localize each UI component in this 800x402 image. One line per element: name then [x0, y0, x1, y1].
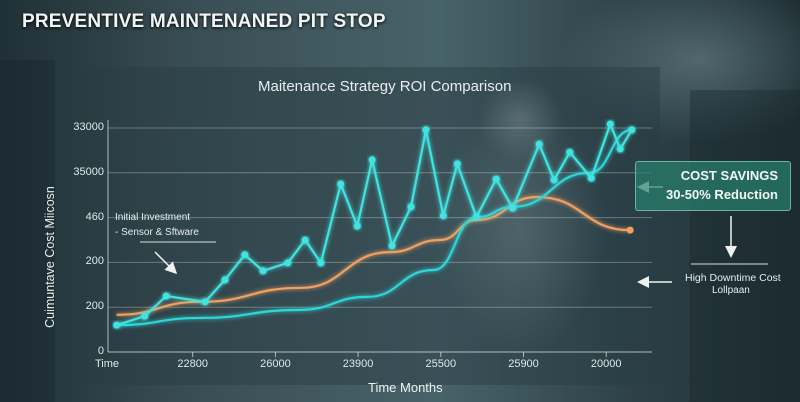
data-point — [162, 292, 170, 300]
callout-title: COST SAVINGS — [680, 168, 778, 183]
data-point — [509, 204, 517, 212]
callout-subtitle: 30-50% Reduction — [666, 187, 778, 202]
data-point — [606, 120, 614, 128]
data-point — [284, 259, 292, 267]
y-tick-label: 460 — [85, 210, 104, 223]
data-point — [472, 213, 480, 221]
y-tick-label: 0 — [97, 345, 104, 357]
data-point — [317, 259, 325, 267]
data-point — [337, 180, 345, 188]
annotation-downtime: High Downtime Cost — [685, 272, 781, 284]
x-tick-label: Time — [94, 358, 120, 370]
data-point — [259, 267, 267, 275]
page-title: PREVENTIVE MAINTENANED PIT STOP — [22, 11, 386, 32]
x-tick-label: 25500 — [425, 358, 457, 370]
x-tick-label: 26000 — [260, 358, 291, 370]
arrow-icon — [154, 251, 178, 275]
data-point — [439, 212, 447, 220]
data-point — [453, 160, 461, 168]
data-point — [368, 156, 376, 164]
y-tick-label: 200 — [85, 255, 104, 268]
series-line-0 — [116, 120, 633, 327]
x-tick-label: 23900 — [342, 358, 374, 370]
x-tick-label: 22800 — [177, 358, 208, 370]
data-point — [201, 298, 209, 306]
cost-savings-callout: COST SAVINGS 30-50% Reduction — [635, 161, 791, 211]
series-line-1 — [116, 128, 633, 327]
background-shape — [0, 60, 55, 402]
data-point — [141, 312, 149, 320]
data-point — [221, 276, 229, 284]
annotation-initial-investment: Initial Investment — [115, 212, 191, 223]
x-axis-label: Time Months — [368, 380, 443, 395]
annotation-downtime-sub: Lollpaan — [712, 285, 750, 296]
data-point — [616, 145, 624, 153]
y-tick-label: 200 — [85, 300, 104, 313]
data-point — [388, 242, 396, 250]
data-point — [626, 226, 634, 234]
data-point — [587, 174, 595, 182]
data-point — [422, 126, 430, 134]
data-point — [113, 321, 121, 329]
y-axis-label: Cuimuntave Cost Miicosn — [43, 186, 57, 328]
data-point — [628, 126, 636, 134]
data-point — [241, 251, 249, 259]
annotation-initial-investment-sub: - Sensor & Sftware — [115, 227, 199, 238]
y-tick-label: 33000 — [73, 121, 104, 133]
data-point — [550, 176, 558, 184]
x-tick-label: 20000 — [590, 358, 622, 370]
x-tick-label: 25900 — [508, 358, 539, 370]
data-point — [407, 203, 415, 211]
data-point — [535, 140, 543, 148]
data-point — [566, 148, 574, 156]
background-shape — [690, 90, 800, 402]
series-line-2 — [116, 195, 631, 316]
y-tick-label: 35000 — [73, 165, 104, 178]
data-point — [301, 236, 309, 244]
chart-title: Maitenance Strategy ROI Comparison — [258, 78, 512, 95]
data-point — [492, 175, 500, 183]
data-point — [353, 222, 361, 230]
